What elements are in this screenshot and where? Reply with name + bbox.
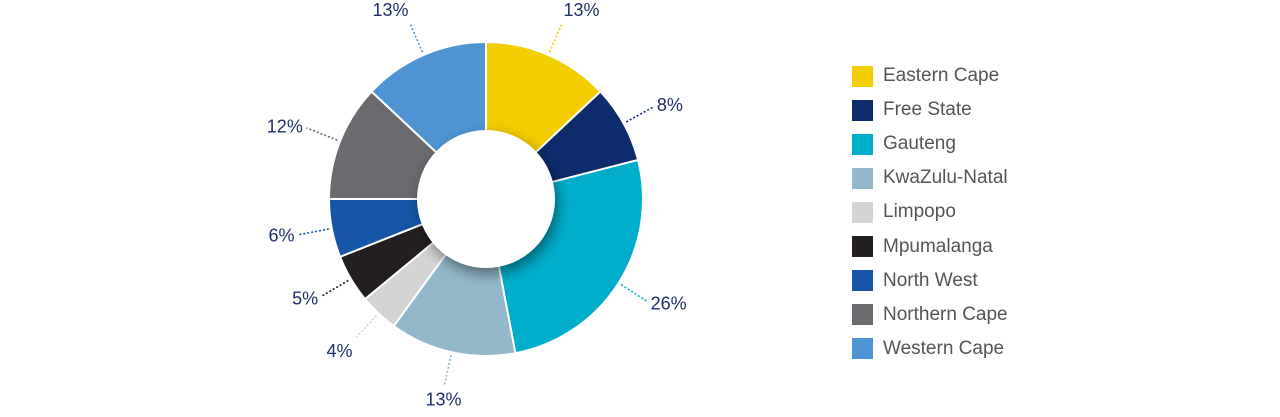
legend-item-eastern-cape: Eastern Cape: [852, 59, 1008, 93]
legend-item-mpumalanga: Mpumalanga: [852, 229, 1008, 263]
legend-label: Northern Cape: [883, 303, 1008, 325]
legend-label: Free State: [883, 99, 972, 121]
legend-swatch: [852, 133, 873, 155]
legend-label: Eastern Cape: [883, 65, 1000, 87]
legend-swatch: [852, 304, 873, 326]
leader-line-kwazulu-natal: [443, 354, 452, 386]
leader-line-free-state: [625, 106, 654, 123]
legend-swatch: [852, 270, 873, 292]
legend-swatch: [852, 99, 873, 121]
legend-item-kwazulu-natal: KwaZulu-Natal: [852, 161, 1008, 195]
legend-item-gauteng: Gauteng: [852, 127, 1008, 161]
data-label-gauteng: 26%: [651, 293, 687, 313]
legend-label: North West: [883, 269, 978, 291]
legend-item-western-cape: Western Cape: [852, 332, 1008, 366]
data-label-eastern-cape: 13%: [563, 0, 599, 20]
data-label-mpumalanga: 5%: [292, 288, 318, 308]
data-label-northern-cape: 12%: [267, 116, 303, 136]
legend-label: Limpopo: [883, 201, 956, 223]
legend-label: Mpumalanga: [883, 235, 993, 257]
legend-swatch: [852, 338, 873, 360]
legend-swatch: [852, 65, 873, 87]
leader-line-gauteng: [620, 284, 648, 303]
data-label-kwazulu-natal: 13%: [425, 389, 461, 409]
legend-label: Gauteng: [883, 133, 956, 155]
legend-item-northern-cape: Northern Cape: [852, 298, 1008, 332]
data-label-limpopo: 4%: [326, 341, 352, 361]
leader-line-eastern-cape: [548, 23, 563, 53]
leader-line-limpopo: [354, 315, 378, 339]
leader-line-western-cape: [409, 23, 424, 53]
legend-label: KwaZulu-Natal: [883, 167, 1008, 189]
legend-swatch: [852, 167, 873, 189]
chart-legend: Eastern Cape Free State Gauteng KwaZulu-Nat…: [852, 59, 1008, 366]
legend-item-north-west: North West: [852, 264, 1008, 298]
leader-line-north-west: [298, 228, 329, 236]
legend-label: Western Cape: [883, 337, 1005, 359]
data-label-free-state: 8%: [657, 95, 683, 115]
leader-line-northern-cape: [306, 127, 338, 141]
legend-item-limpopo: Limpopo: [852, 195, 1008, 229]
data-label-north-west: 6%: [268, 226, 294, 246]
data-label-western-cape: 13%: [373, 0, 409, 20]
legend-swatch: [852, 201, 873, 223]
legend-item-free-state: Free State: [852, 93, 1008, 127]
legend-swatch: [852, 236, 873, 258]
donut-hole: [417, 130, 555, 268]
leader-line-mpumalanga: [321, 279, 349, 297]
